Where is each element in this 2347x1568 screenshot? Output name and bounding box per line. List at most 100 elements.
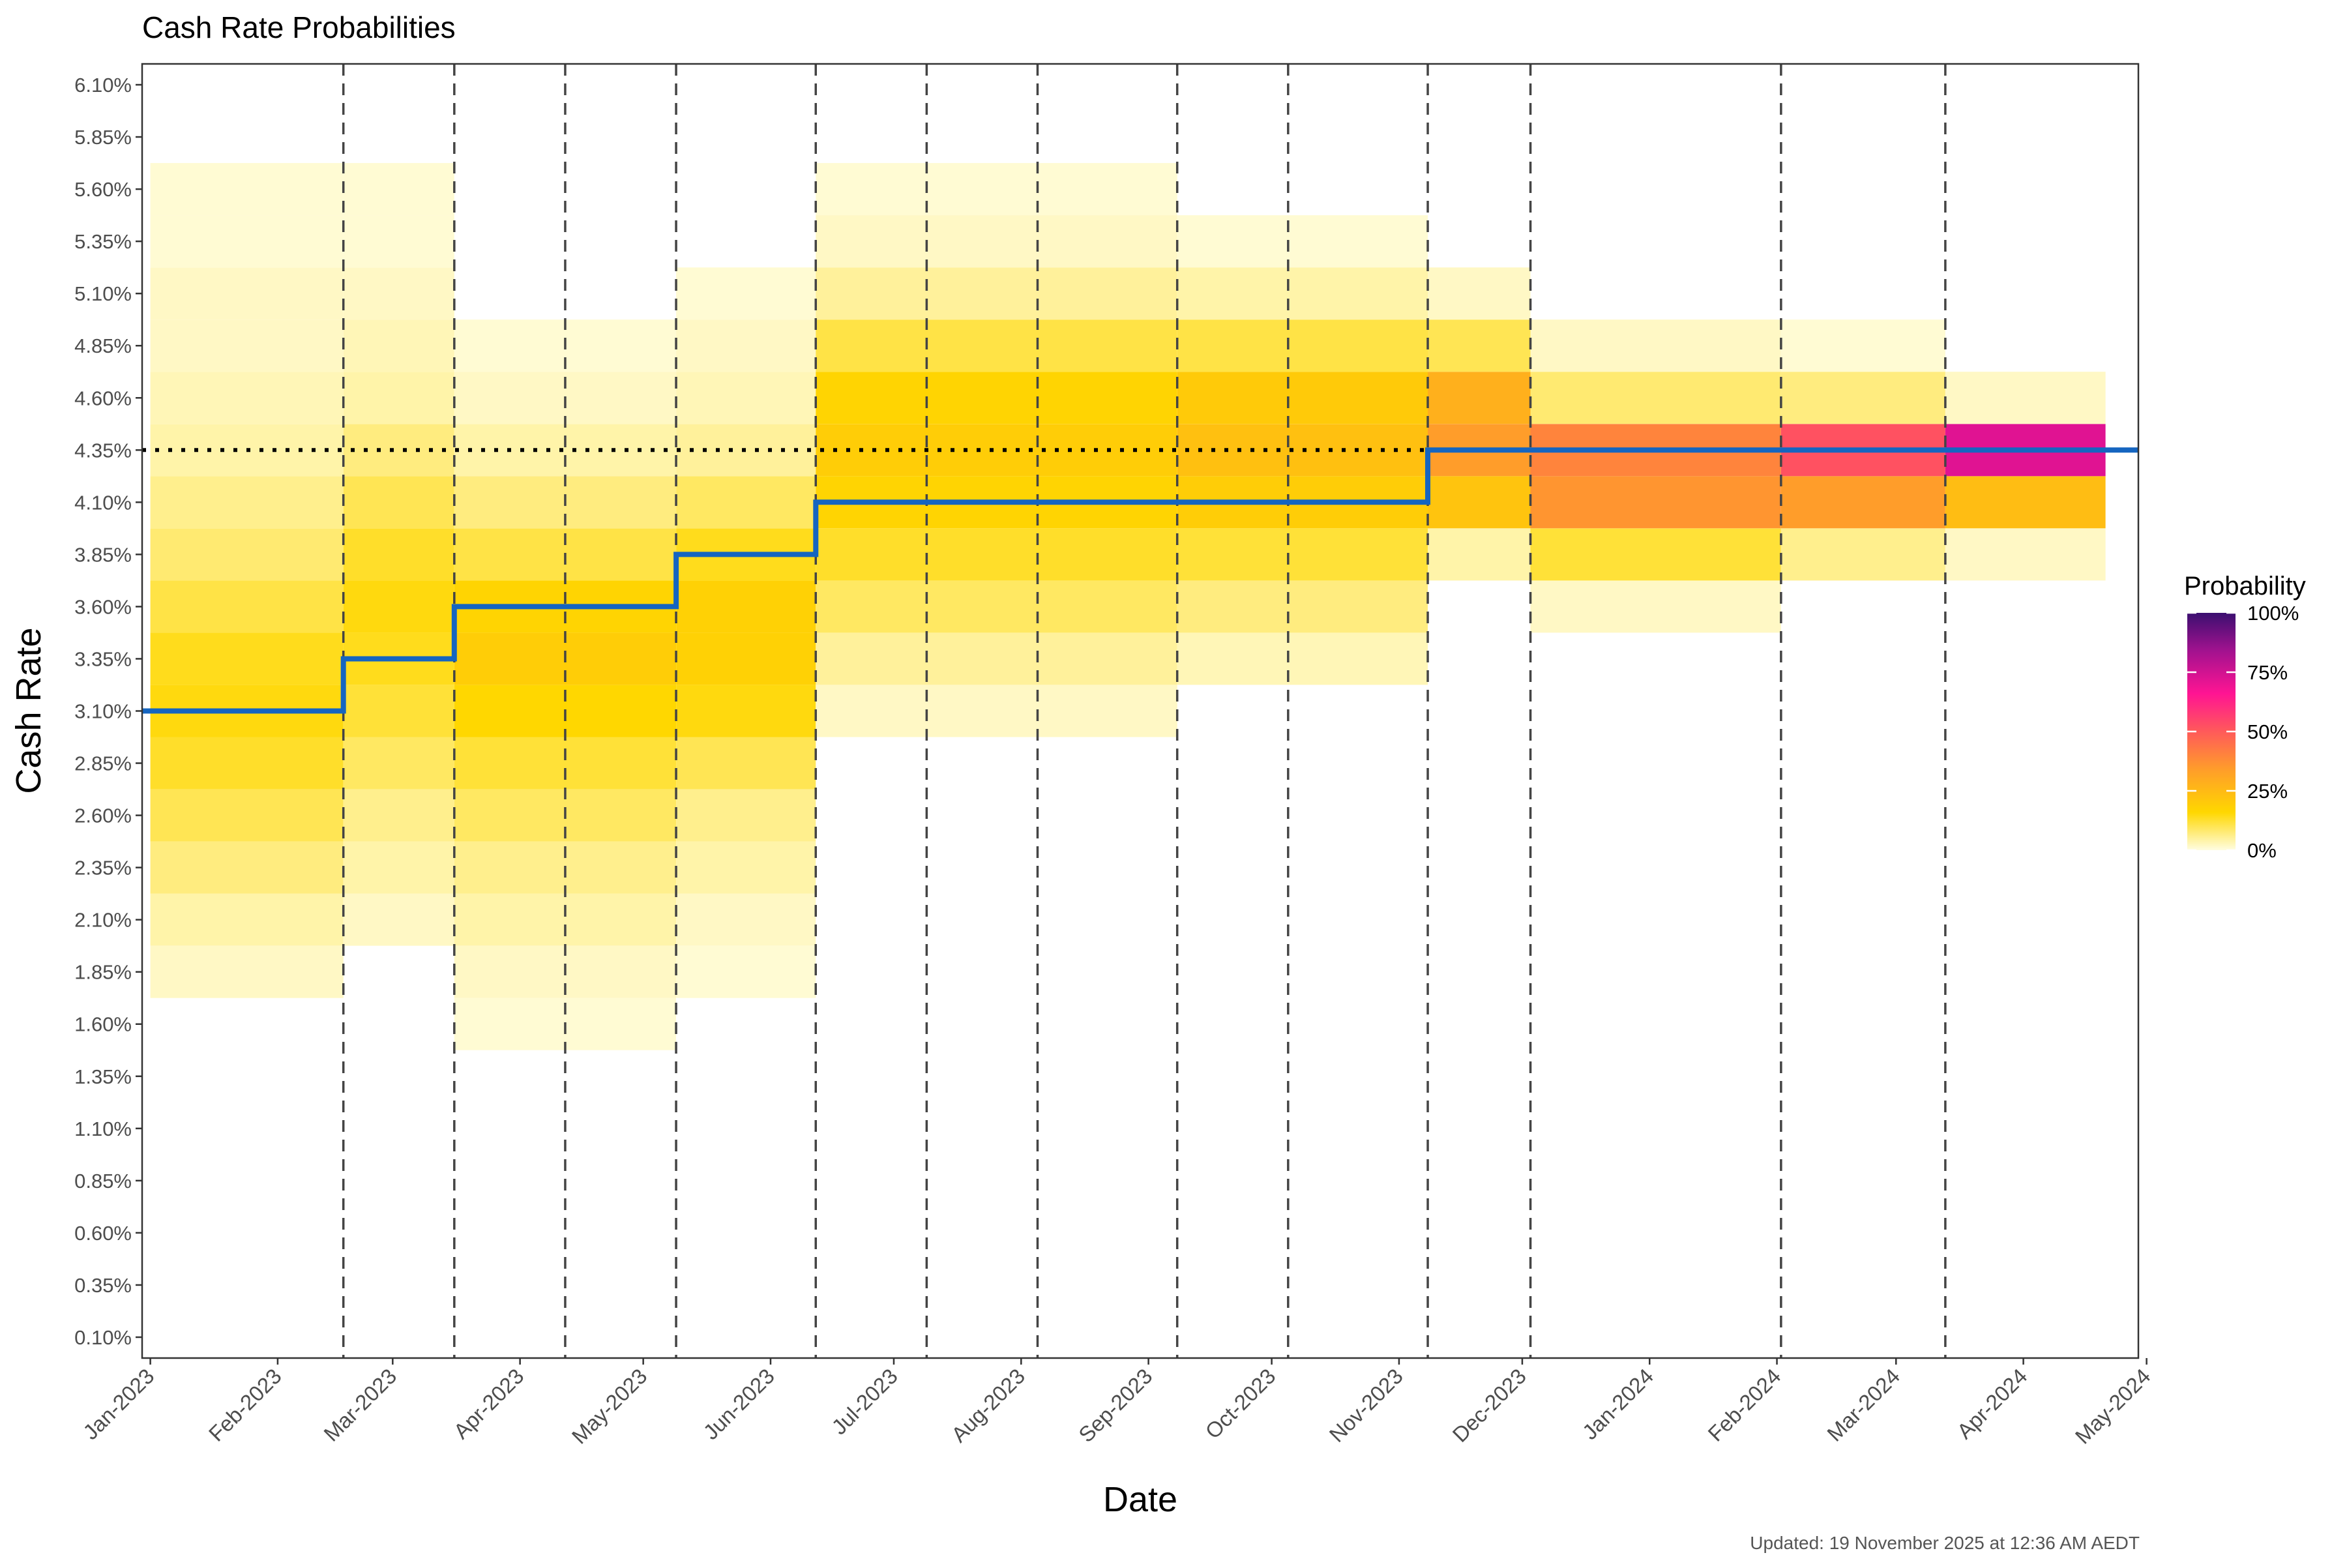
heat-tile-7-0 <box>1530 580 1781 633</box>
y-axis: 0.10% 0.35% 0.60% 0.85% 1.10% 1.35% 1.60% 1.85%… <box>74 74 142 1349</box>
heat-tile-5-0 <box>1177 632 1428 685</box>
heat-tile-0-11 <box>150 372 344 424</box>
cash-rate-step-line <box>142 447 2138 714</box>
legend-label-2: 50% <box>2247 720 2288 743</box>
heat-tile-5-1 <box>1177 580 1428 633</box>
heatmap-tiles <box>150 163 2106 1050</box>
x-tick-label-4: May-2023 <box>567 1364 652 1449</box>
y-tick-label-20: 5.10% <box>74 282 132 305</box>
heat-tile-1-6 <box>343 580 454 633</box>
legend-ticks: 100% 75% 50% 25% 0% <box>2187 602 2299 862</box>
heat-tile-3-12 <box>676 319 816 372</box>
heat-tile-0-2 <box>150 841 344 894</box>
heat-tile-1-13 <box>343 215 454 268</box>
heat-tile-0-3 <box>150 789 344 842</box>
heat-tile-2-11 <box>454 424 676 477</box>
x-tick-label-11: Dec-2023 <box>1448 1364 1531 1447</box>
y-tick-label-17: 4.35% <box>74 439 132 462</box>
y-tick-label-21: 5.35% <box>74 230 132 253</box>
y-tick-label-4: 1.10% <box>74 1117 132 1140</box>
y-tick-label-2: 0.60% <box>74 1222 132 1245</box>
heat-tile-0-12 <box>150 319 344 372</box>
heat-tile-7-1 <box>1530 528 1781 581</box>
y-tick-label-3: 0.85% <box>74 1170 132 1192</box>
legend-label-4: 0% <box>2247 839 2277 862</box>
x-tick-label-9: Oct-2023 <box>1200 1364 1280 1443</box>
y-tick-label-9: 2.35% <box>74 857 132 880</box>
heat-tile-8-4 <box>1780 319 1945 372</box>
y-tick-label-16: 4.10% <box>74 491 132 514</box>
y-tick-label-10: 2.60% <box>74 805 132 827</box>
heat-tile-3-1 <box>676 893 816 946</box>
heat-tile-0-1 <box>150 893 344 946</box>
heat-tile-1-12 <box>343 267 454 320</box>
heat-tile-1-10 <box>343 372 454 424</box>
heat-tile-5-4 <box>1177 424 1428 477</box>
y-tick-label-23: 5.85% <box>74 126 132 149</box>
legend-label-3: 25% <box>2247 780 2288 803</box>
heat-tile-9-3 <box>1945 372 2106 424</box>
y-tick-label-12: 3.10% <box>74 700 132 723</box>
x-axis-title: Date <box>1103 1480 1177 1519</box>
x-tick-label-14: Mar-2024 <box>1822 1364 1904 1446</box>
legend-label-1: 75% <box>2247 661 2288 684</box>
legend: Probability 100% 75% 50% 25% 0% <box>2184 572 2306 862</box>
heat-tile-3-3 <box>676 789 816 842</box>
y-tick-label-1: 0.35% <box>74 1274 132 1297</box>
heat-tile-8-0 <box>1780 528 1945 581</box>
y-tick-label-18: 4.60% <box>74 387 132 409</box>
heat-tile-1-9 <box>343 424 454 477</box>
x-tick-label-2: Mar-2023 <box>319 1364 401 1446</box>
legend-title: Probability <box>2184 572 2306 600</box>
heat-tile-2-5 <box>454 737 676 790</box>
y-axis-title: Cash Rate <box>9 627 48 793</box>
heat-tile-3-7 <box>676 580 816 633</box>
heat-tile-5-6 <box>1177 319 1428 372</box>
heat-tile-4-3 <box>816 528 1177 581</box>
heat-tile-4-7 <box>816 319 1177 372</box>
heat-tile-6-4 <box>1428 319 1531 372</box>
heat-tile-4-1 <box>816 632 1177 685</box>
heat-tile-1-11 <box>343 319 454 372</box>
x-tick-label-10: Nov-2023 <box>1325 1364 1408 1447</box>
y-tick-label-7: 1.85% <box>74 961 132 984</box>
heat-tile-1-14 <box>343 163 454 216</box>
y-tick-label-15: 3.85% <box>74 543 132 566</box>
heat-tile-1-2 <box>343 789 454 842</box>
x-tick-label-1: Feb-2023 <box>204 1364 286 1446</box>
heat-tile-3-0 <box>676 945 816 998</box>
x-tick-label-6: Jul-2023 <box>827 1364 902 1440</box>
heat-tile-6-1 <box>1428 476 1531 529</box>
heat-tile-0-0 <box>150 945 344 998</box>
y-tick-label-24: 6.10% <box>74 74 132 96</box>
heat-tile-1-3 <box>343 737 454 790</box>
heat-tile-9-0 <box>1945 528 2106 581</box>
heat-tile-5-8 <box>1177 215 1428 268</box>
heat-tile-1-8 <box>343 476 454 529</box>
heat-tile-0-13 <box>150 267 344 320</box>
heat-tile-0-9 <box>150 476 344 529</box>
heat-tile-3-5 <box>676 685 816 737</box>
heat-tile-6-3 <box>1428 372 1531 424</box>
heat-tile-0-15 <box>150 163 344 216</box>
heat-tile-6-0 <box>1428 528 1531 581</box>
heat-tile-3-9 <box>676 476 816 529</box>
x-tick-label-8: Sep-2023 <box>1074 1364 1157 1447</box>
heat-tile-7-2 <box>1530 476 1781 529</box>
heat-tile-4-0 <box>816 685 1177 737</box>
y-tick-label-11: 2.85% <box>74 752 132 775</box>
heat-tile-5-5 <box>1177 372 1428 424</box>
legend-label-0: 100% <box>2247 602 2299 625</box>
heat-tile-7-5 <box>1530 319 1781 372</box>
heat-tile-4-2 <box>816 580 1177 633</box>
y-tick-label-5: 1.35% <box>74 1065 132 1088</box>
heat-tile-3-4 <box>676 737 816 790</box>
heat-tile-4-10 <box>816 163 1177 216</box>
heat-tile-7-4 <box>1530 372 1781 424</box>
y-tick-label-19: 4.85% <box>74 334 132 357</box>
x-tick-label-13: Feb-2024 <box>1703 1364 1785 1446</box>
heat-tile-0-8 <box>150 528 344 581</box>
heat-tile-1-0 <box>343 893 454 946</box>
chart-title: Cash Rate Probabilities <box>142 10 456 44</box>
